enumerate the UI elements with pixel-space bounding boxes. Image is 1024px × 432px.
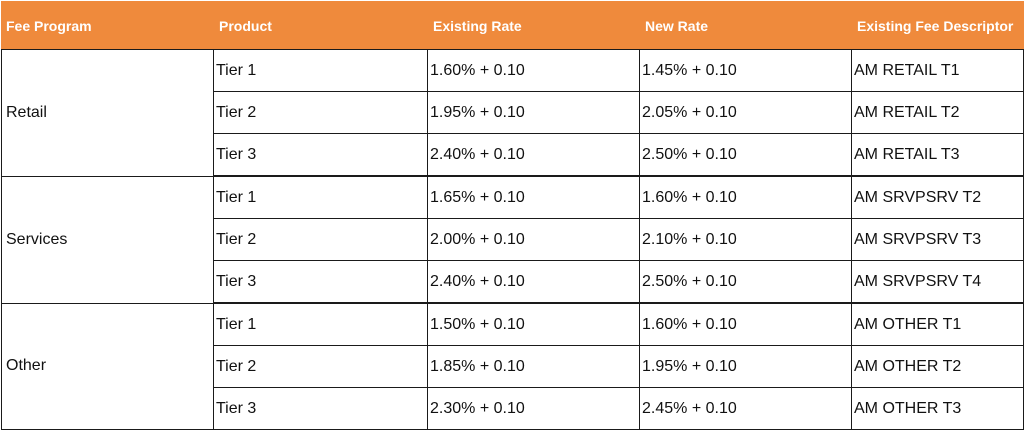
new-rate-cell: 2.45% + 0.10 [639, 387, 852, 430]
product-cell: Tier 2 [213, 91, 428, 134]
descriptor-cell: AM OTHER T1 [851, 302, 1024, 346]
header-row: Fee Program Product Existing Rate New Ra… [1, 1, 1024, 50]
table-row: Services Tier 1 1.65% + 0.10 1.60% + 0.1… [1, 175, 1024, 304]
product-cell: Tier 3 [213, 387, 428, 430]
table-row: Retail Tier 1 1.60% + 0.10 1.45% + 0.10 … [1, 49, 1024, 177]
product-cell: Tier 2 [213, 345, 428, 388]
table-row: Tier 2 1.95% + 0.10 2.05% + 0.10 AM RETA… [2, 91, 1024, 134]
existing-rate-cell: 2.40% + 0.10 [427, 260, 640, 304]
descriptor-cell: AM SRVPSRV T2 [851, 175, 1024, 219]
product-cell: Tier 1 [213, 302, 428, 346]
descriptor-cell: AM OTHER T2 [851, 345, 1024, 388]
existing-rate-cell: 1.65% + 0.10 [427, 175, 640, 219]
table-row: Tier 3 2.40% + 0.10 2.50% + 0.10 AM SRVP… [2, 260, 1024, 304]
product-cell: Tier 1 [213, 49, 428, 92]
descriptor-cell: AM RETAIL T3 [851, 133, 1024, 177]
existing-rate-cell: 2.40% + 0.10 [427, 133, 640, 177]
existing-rate-cell: 2.30% + 0.10 [427, 387, 640, 430]
header-new-rate: New Rate [639, 1, 852, 50]
table-row: Tier 2 1.85% + 0.10 1.95% + 0.10 AM OTHE… [2, 345, 1024, 388]
descriptor-cell: AM SRVPSRV T4 [851, 260, 1024, 304]
header-existing-fee-descriptor: Existing Fee Descriptor [851, 1, 1024, 50]
descriptor-cell: AM OTHER T3 [851, 387, 1024, 430]
fee-program-cell: Services [1, 175, 214, 304]
new-rate-cell: 2.10% + 0.10 [639, 218, 852, 261]
table-row: Tier 2 2.00% + 0.10 2.10% + 0.10 AM SRVP… [2, 218, 1024, 261]
descriptor-cell: AM SRVPSRV T3 [851, 218, 1024, 261]
new-rate-cell: 2.50% + 0.10 [639, 260, 852, 304]
new-rate-cell: 1.45% + 0.10 [639, 49, 852, 92]
new-rate-cell: 1.95% + 0.10 [639, 345, 852, 388]
existing-rate-cell: 1.50% + 0.10 [427, 302, 640, 346]
fee-program-cell: Other [1, 302, 214, 430]
product-cell: Tier 1 [213, 175, 428, 219]
descriptor-cell: AM RETAIL T2 [851, 91, 1024, 134]
new-rate-cell: 2.05% + 0.10 [639, 91, 852, 134]
existing-rate-cell: 1.95% + 0.10 [427, 91, 640, 134]
table-row: Tier 3 2.40% + 0.10 2.50% + 0.10 AM RETA… [2, 133, 1024, 177]
header-product: Product [213, 1, 428, 50]
descriptor-cell: AM RETAIL T1 [851, 49, 1024, 92]
table-row: Other Tier 1 1.50% + 0.10 1.60% + 0.10 A… [1, 302, 1024, 430]
table-row: Tier 3 2.30% + 0.10 2.45% + 0.10 AM OTHE… [2, 387, 1024, 430]
header-existing-rate: Existing Rate [427, 1, 640, 50]
product-cell: Tier 3 [213, 133, 428, 177]
new-rate-cell: 2.50% + 0.10 [639, 133, 852, 177]
product-cell: Tier 2 [213, 218, 428, 261]
existing-rate-cell: 1.60% + 0.10 [427, 49, 640, 92]
existing-rate-cell: 1.85% + 0.10 [427, 345, 640, 388]
fee-program-cell: Retail [1, 49, 214, 177]
existing-rate-cell: 2.00% + 0.10 [427, 218, 640, 261]
new-rate-cell: 1.60% + 0.10 [639, 302, 852, 346]
product-cell: Tier 3 [213, 260, 428, 304]
new-rate-cell: 1.60% + 0.10 [639, 175, 852, 219]
header-fee-program: Fee Program [1, 1, 214, 50]
